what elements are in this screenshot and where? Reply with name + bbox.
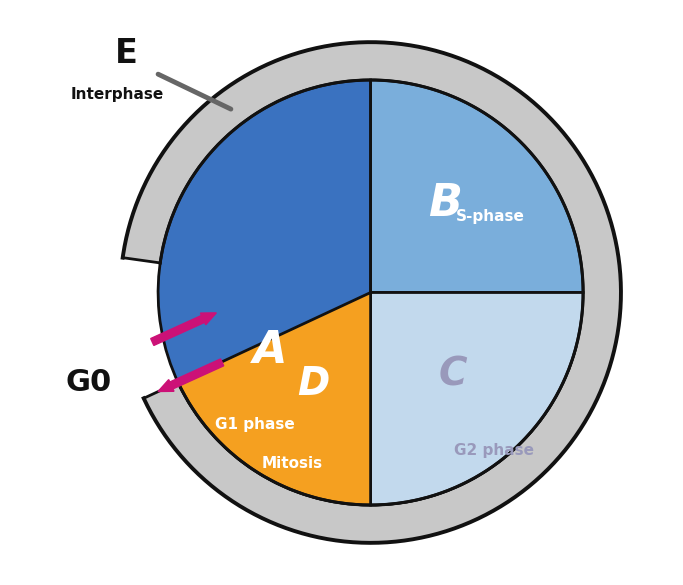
Circle shape bbox=[158, 80, 583, 505]
Text: D: D bbox=[297, 365, 330, 403]
Text: Mitosis: Mitosis bbox=[262, 456, 322, 471]
Circle shape bbox=[120, 42, 621, 543]
Wedge shape bbox=[178, 292, 371, 505]
Text: B: B bbox=[428, 182, 462, 225]
Wedge shape bbox=[109, 256, 371, 403]
Text: C: C bbox=[438, 356, 467, 394]
FancyArrow shape bbox=[158, 359, 224, 391]
Text: S-phase: S-phase bbox=[456, 209, 525, 223]
Text: G0: G0 bbox=[65, 368, 111, 397]
Text: E: E bbox=[115, 37, 137, 70]
Text: Interphase: Interphase bbox=[71, 87, 164, 102]
Text: G1 phase: G1 phase bbox=[214, 417, 294, 432]
Text: G2 phase: G2 phase bbox=[454, 443, 534, 459]
FancyArrow shape bbox=[151, 313, 217, 345]
Wedge shape bbox=[371, 292, 583, 505]
Text: A: A bbox=[253, 329, 287, 372]
Wedge shape bbox=[158, 80, 576, 505]
Wedge shape bbox=[371, 80, 583, 292]
